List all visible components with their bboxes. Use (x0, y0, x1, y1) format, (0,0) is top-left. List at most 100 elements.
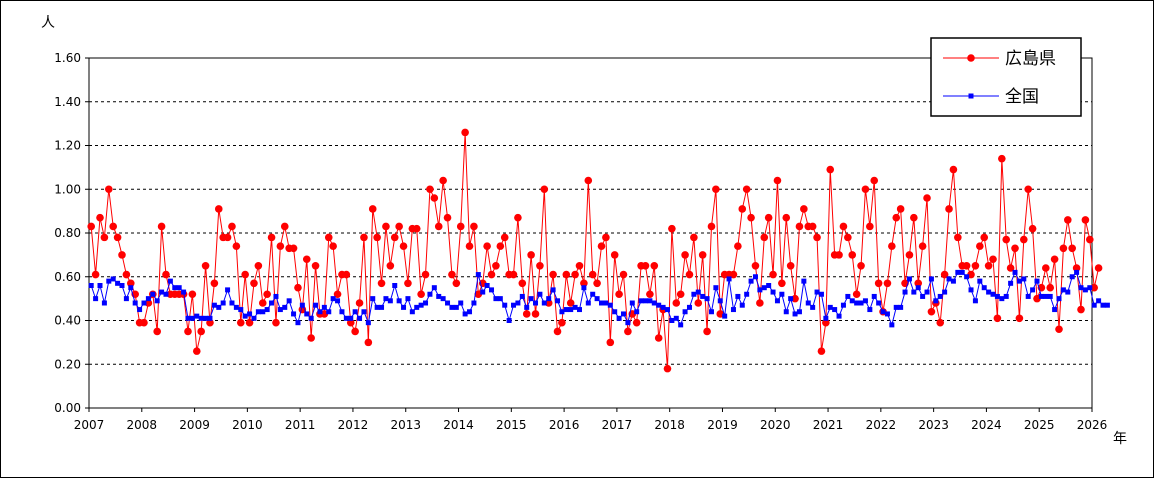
data-point-national (898, 304, 904, 310)
x-tick-label: 2007 (74, 418, 105, 432)
data-point-hiroshima (1024, 185, 1033, 194)
data-point-hiroshima (602, 233, 610, 242)
data-point-national (181, 289, 187, 295)
data-point-national (365, 320, 371, 326)
data-point-national (832, 307, 838, 313)
data-point-national (379, 304, 385, 310)
data-point-national (497, 296, 503, 302)
data-point-national (647, 298, 653, 304)
data-point-national (840, 302, 846, 308)
data-point-national (1065, 289, 1071, 295)
data-point-national (713, 285, 719, 291)
data-point-national (1052, 307, 1058, 313)
data-point-national (427, 291, 433, 297)
data-point-national (264, 307, 270, 313)
data-point-hiroshima (302, 255, 311, 264)
data-point-national (154, 298, 160, 304)
data-point-hiroshima (421, 270, 430, 279)
data-point-national (915, 285, 921, 291)
data-point-hiroshima (945, 205, 953, 213)
data-point-hiroshima (571, 270, 579, 279)
data-point-national (308, 315, 314, 321)
data-point-national (88, 283, 94, 288)
data-point-hiroshima (228, 222, 236, 231)
data-point-hiroshima (113, 233, 122, 242)
data-point-national (374, 304, 380, 310)
data-point-national (458, 300, 464, 306)
data-point-national (238, 307, 244, 313)
data-point-national (462, 311, 468, 317)
data-point-national (128, 285, 134, 291)
data-point-national (203, 315, 209, 321)
data-point-hiroshima (258, 299, 267, 307)
data-point-national (603, 300, 609, 306)
data-point-national (801, 278, 807, 284)
data-point-national (880, 309, 886, 315)
data-point-national (1091, 302, 1097, 308)
data-point-national (590, 291, 596, 297)
data-point-national (339, 309, 345, 315)
data-point-hiroshima (747, 213, 755, 222)
data-point-hiroshima (954, 233, 962, 242)
data-point-national (1030, 287, 1036, 293)
y-tick-label: 0.00 (54, 401, 81, 415)
data-point-national (651, 300, 657, 306)
y-tick-label: 1.00 (54, 182, 81, 196)
x-tick-label: 2020 (760, 418, 791, 432)
data-point-national (990, 291, 996, 297)
legend-label-hiroshima: 広島県 (1005, 49, 1056, 69)
data-point-hiroshima (707, 222, 716, 231)
data-point-national (335, 298, 341, 304)
data-point-national (1060, 287, 1066, 293)
data-point-hiroshima (492, 262, 500, 270)
data-point-national (867, 307, 873, 313)
data-point-hiroshima (232, 242, 241, 250)
y-tick-label: 1.20 (54, 139, 81, 153)
data-point-national (1043, 293, 1049, 299)
data-point-national (1025, 293, 1031, 299)
data-point-hiroshima (188, 290, 197, 299)
data-point-hiroshima (650, 262, 659, 270)
data-point-hiroshima (364, 338, 373, 347)
data-point-national (1096, 298, 1102, 304)
data-point-hiroshima (87, 222, 95, 231)
data-point-hiroshima (698, 251, 707, 259)
data-point-hiroshima (197, 327, 205, 336)
data-point-national (475, 272, 481, 278)
data-point-hiroshima (874, 279, 883, 288)
data-point-hiroshima (971, 262, 980, 270)
data-point-hiroshima (1042, 264, 1050, 272)
data-point-hiroshima (756, 299, 764, 307)
data-point-national (211, 302, 217, 308)
data-point-hiroshima (386, 262, 395, 270)
data-point-hiroshima (1064, 216, 1072, 224)
data-point-national (101, 300, 107, 306)
data-point-national (401, 304, 407, 310)
data-point-national (920, 293, 926, 299)
data-point-national (541, 300, 547, 306)
data-point-national (717, 298, 723, 304)
data-point-national (871, 293, 877, 299)
data-point-national (669, 318, 675, 323)
data-point-hiroshima (1055, 325, 1063, 334)
data-point-hiroshima (800, 205, 808, 213)
x-tick-label: 2019 (707, 418, 738, 432)
data-point-hiroshima (835, 251, 843, 259)
y-tick-label: 0.20 (54, 357, 81, 371)
data-point-national (616, 315, 622, 321)
data-point-national (233, 304, 239, 310)
x-tick-label: 2013 (390, 418, 421, 432)
data-point-national (1078, 285, 1084, 291)
data-point-national (137, 307, 143, 313)
data-point-hiroshima (192, 347, 201, 355)
data-point-national (730, 307, 736, 313)
data-point-national (1087, 285, 1093, 291)
data-point-national (686, 304, 692, 310)
x-tick-label: 2018 (654, 418, 685, 432)
data-point-national (660, 304, 666, 310)
data-point-hiroshima (791, 294, 799, 303)
x-tick-label: 2023 (918, 418, 949, 432)
data-point-hiroshima (140, 318, 148, 327)
data-point-national (330, 296, 336, 302)
